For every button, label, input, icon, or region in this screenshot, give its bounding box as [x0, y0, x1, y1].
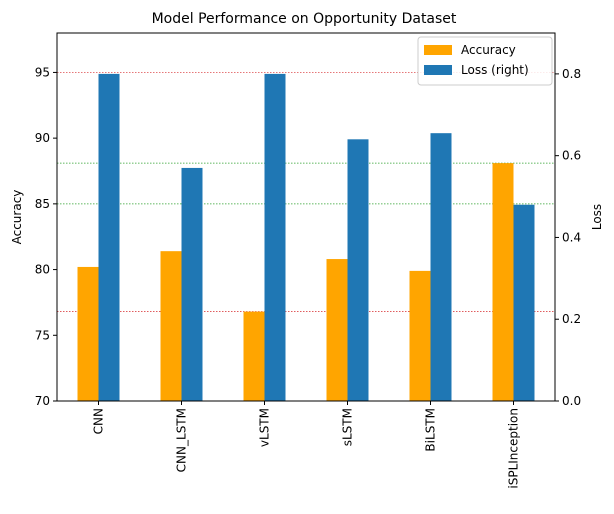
axes: 70 75 80 85 90 95 0.0 0.2 0.4 0.6 0.8 CNN CNN_LSTM vL…: [35, 32, 581, 489]
bar-accuracy-cnn: [77, 266, 99, 401]
x-tick-label-bilstm: BiLSTM: [424, 408, 438, 452]
bar-loss-slstm: [347, 139, 369, 402]
bar-accuracy-vlstm: [243, 311, 265, 401]
legend: Accuracy Loss (right): [417, 36, 553, 86]
bar-loss-cnn_lstm: [181, 167, 203, 401]
bar-accuracy-bilstm: [409, 270, 431, 401]
x-tick-label-cnn: CNN: [92, 408, 106, 434]
y-tick-label: 70: [35, 394, 50, 408]
y2-tick-label: 0.6: [562, 149, 581, 163]
y-tick-label: 80: [35, 263, 50, 277]
y2-tick-label: 0.0: [562, 394, 581, 408]
legend-label-1: Loss (right): [461, 63, 529, 77]
reference-lines: [57, 72, 555, 312]
x-tick-label-isplinception: iSPLInception: [507, 408, 521, 489]
y2-tick-label: 0.8: [562, 67, 581, 81]
bar-loss-vlstm: [264, 73, 286, 401]
bar-loss-cnn: [98, 73, 120, 401]
y-tick-label: 75: [35, 328, 50, 342]
y-tick-label: 95: [35, 65, 50, 79]
x-tick-label-cnn_lstm: CNN_LSTM: [175, 408, 189, 472]
chart-title: Model Performance on Opportunity Dataset: [152, 11, 457, 27]
y2-tick-label: 0.2: [562, 312, 581, 326]
bars: [77, 73, 535, 402]
y-tick-label: 85: [35, 197, 50, 211]
x-tick-label-vlstm: vLSTM: [258, 408, 272, 447]
legend-label-0: Accuracy: [461, 43, 516, 57]
legend-swatch-0: [424, 45, 452, 55]
y-axis-title: Accuracy: [10, 190, 24, 245]
y-tick-label: 90: [35, 131, 50, 145]
x-tick-label-slstm: sLSTM: [341, 408, 355, 446]
bar-accuracy-slstm: [326, 259, 348, 401]
y2-axis-title: Loss: [590, 204, 604, 230]
legend-swatch-1: [424, 65, 452, 75]
y2-tick-label: 0.4: [562, 230, 581, 244]
plot-frame: [56, 32, 556, 402]
bar-accuracy-isplinception: [492, 163, 514, 401]
bar-accuracy-cnn_lstm: [160, 251, 182, 401]
bar-loss-isplinception: [513, 204, 535, 401]
bar-loss-bilstm: [430, 133, 452, 401]
